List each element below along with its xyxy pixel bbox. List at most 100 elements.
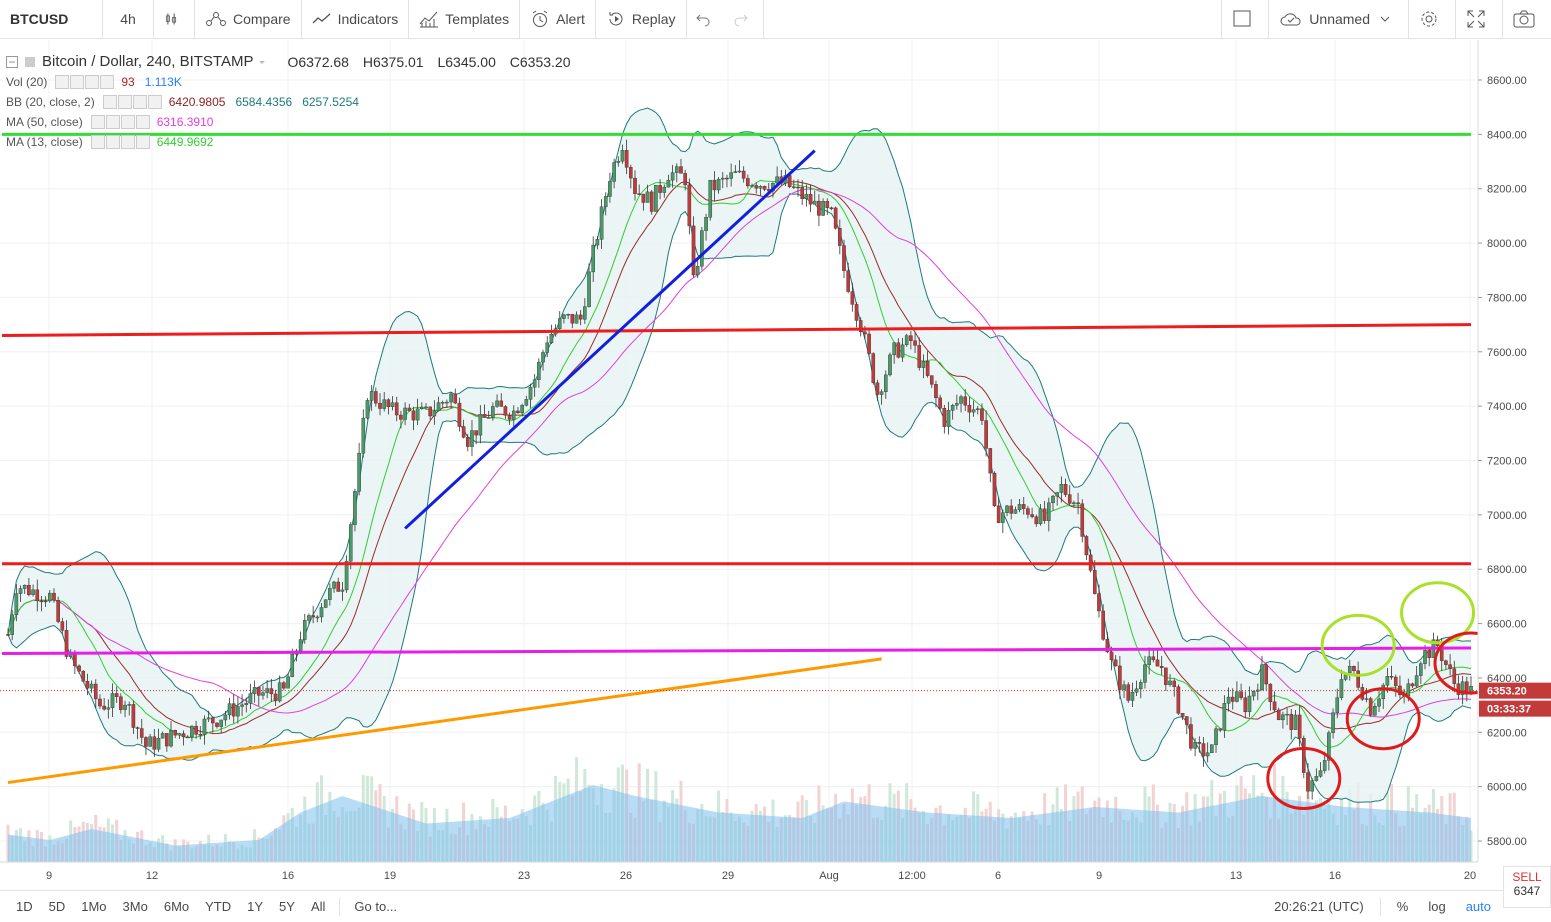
candle-up (286, 676, 290, 689)
range-3mo[interactable]: 3Mo (122, 899, 148, 914)
templates-label: Templates (445, 11, 510, 27)
candle-down (215, 722, 219, 727)
candle-up (169, 730, 173, 747)
candle-down (1063, 484, 1068, 495)
candle-up (1147, 656, 1151, 665)
candle-down (1184, 716, 1189, 725)
sell-label: SELL (1512, 870, 1542, 884)
candle-up (591, 244, 595, 273)
candle-up (127, 704, 132, 706)
candle-up (704, 217, 708, 231)
range-5d[interactable]: 5D (48, 899, 66, 914)
percent-toggle[interactable]: % (1396, 899, 1409, 914)
indicator-buttons[interactable] (90, 115, 151, 129)
candle-up (1335, 697, 1340, 713)
candle-up (369, 391, 374, 401)
chart-style-button[interactable] (154, 0, 195, 38)
legend-row-bb[interactable]: BB (20, close, 2) 6420.9805 6584.4356 62… (6, 92, 580, 112)
legend-row-volume[interactable]: Vol (20) 93 1.113K (6, 72, 580, 92)
sell-button[interactable]: SELL 6347 (1503, 866, 1551, 908)
replay-button[interactable]: Replay (596, 0, 687, 38)
range-ytd[interactable]: YTD (205, 899, 232, 914)
chart-area[interactable]: 8600.00 8400.00 8200.00 8000.00 7800.00 7600.… (0, 40, 1551, 890)
candle-down (1289, 713, 1294, 730)
collapse-icon[interactable] (6, 56, 18, 68)
time-axis[interactable]: 9 12 16 19 23 26 29 Aug 12:00 6 9 13 16 20 (0, 861, 1478, 890)
candle-down (273, 693, 278, 702)
candle-up (587, 271, 591, 307)
candle-up (971, 409, 976, 413)
auto-toggle[interactable]: auto (1465, 899, 1491, 914)
price-tick-label: 8600.00 (1487, 75, 1527, 87)
candle-down (503, 406, 508, 416)
candle-down (211, 717, 215, 724)
candle-down (1368, 698, 1373, 716)
indicator-buttons[interactable] (55, 75, 115, 89)
range-1y[interactable]: 1Y (247, 899, 264, 914)
indicators-button[interactable]: Indicators (302, 0, 410, 38)
log-toggle[interactable]: log (1428, 899, 1446, 914)
price-axis[interactable]: 8600.00 8400.00 8200.00 8000.00 7800.00 7600.… (1477, 40, 1551, 862)
indicator-buttons[interactable] (102, 95, 163, 109)
candle-down (378, 402, 382, 409)
time-tick-label: 19 (384, 870, 396, 882)
symbol-search[interactable]: BTCUSD (0, 0, 103, 38)
candle-down (1097, 593, 1101, 612)
candle-down (1201, 743, 1206, 757)
redo-button[interactable] (725, 0, 764, 38)
range-5y[interactable]: 5Y (279, 899, 295, 914)
low-value: L6345.00 (437, 54, 496, 70)
price-tick-label: 8200.00 (1487, 184, 1527, 196)
indicator-value: 6257.5254 (302, 95, 359, 109)
candle-up (18, 588, 23, 594)
candle-up (645, 191, 650, 203)
candle-up (206, 717, 211, 720)
candle-up (1017, 504, 1022, 510)
candle-up (562, 314, 566, 319)
candle-down (570, 314, 575, 324)
candle-down (842, 245, 846, 271)
undo-button[interactable] (687, 0, 725, 38)
chevron-down-icon (1380, 16, 1390, 22)
candle-down (578, 314, 583, 320)
range-1mo[interactable]: 1Mo (81, 899, 107, 914)
candle-down (858, 320, 863, 333)
symbol-title: Bitcoin / Dollar, 240, BITSTAMP (42, 53, 254, 70)
indicator-buttons[interactable] (90, 135, 151, 149)
indicator-label: MA (13, close) (6, 135, 83, 149)
candle-down (119, 696, 123, 710)
candle-up (1072, 502, 1076, 504)
templates-button[interactable]: Templates (409, 0, 521, 38)
compare-icon (206, 12, 226, 26)
candle-up (1005, 505, 1009, 513)
price-axis-bg (1478, 40, 1551, 862)
price-tick-label: 7000.00 (1487, 510, 1527, 522)
candle-up (574, 314, 579, 324)
fullscreen-button[interactable] (1456, 0, 1503, 38)
price-chart[interactable]: 8600.00 8400.00 8200.00 8000.00 7800.00 7600.… (0, 40, 1551, 890)
layout-button[interactable]: Unnamed (1269, 0, 1409, 38)
candle-down (846, 270, 850, 292)
alert-button[interactable]: Alert (520, 0, 596, 38)
clock-time: 20:26:21 (UTC) (1274, 899, 1364, 914)
goto-button[interactable]: Go to... (354, 899, 398, 914)
range-6mo[interactable]: 6Mo (163, 899, 190, 914)
layout-name: Unnamed (1309, 11, 1370, 27)
candle-up (1214, 728, 1218, 745)
drawings[interactable] (0, 132, 1509, 810)
candle-up (478, 414, 483, 436)
settings-button[interactable] (1409, 0, 1456, 38)
legend-row-ma50[interactable]: MA (50, close) 6316.3910 (6, 112, 580, 132)
compare-button[interactable]: Compare (195, 0, 302, 38)
candle-up (716, 179, 721, 191)
candle-down (56, 599, 60, 622)
legend-row-ma13[interactable]: MA (13, close) 6449.9692 (6, 132, 580, 152)
chart-legend: Bitcoin / Dollar, 240, BITSTAMP O6372.68… (6, 52, 580, 152)
interval-button[interactable]: 4h (103, 0, 154, 38)
fullscreen-toggle[interactable] (1221, 0, 1270, 38)
range-1d[interactable]: 1D (16, 899, 33, 914)
snapshot-button[interactable] (1503, 0, 1551, 38)
candle-down (1239, 691, 1243, 698)
range-all[interactable]: All (310, 899, 326, 914)
chevron-down-icon[interactable] (257, 57, 267, 67)
